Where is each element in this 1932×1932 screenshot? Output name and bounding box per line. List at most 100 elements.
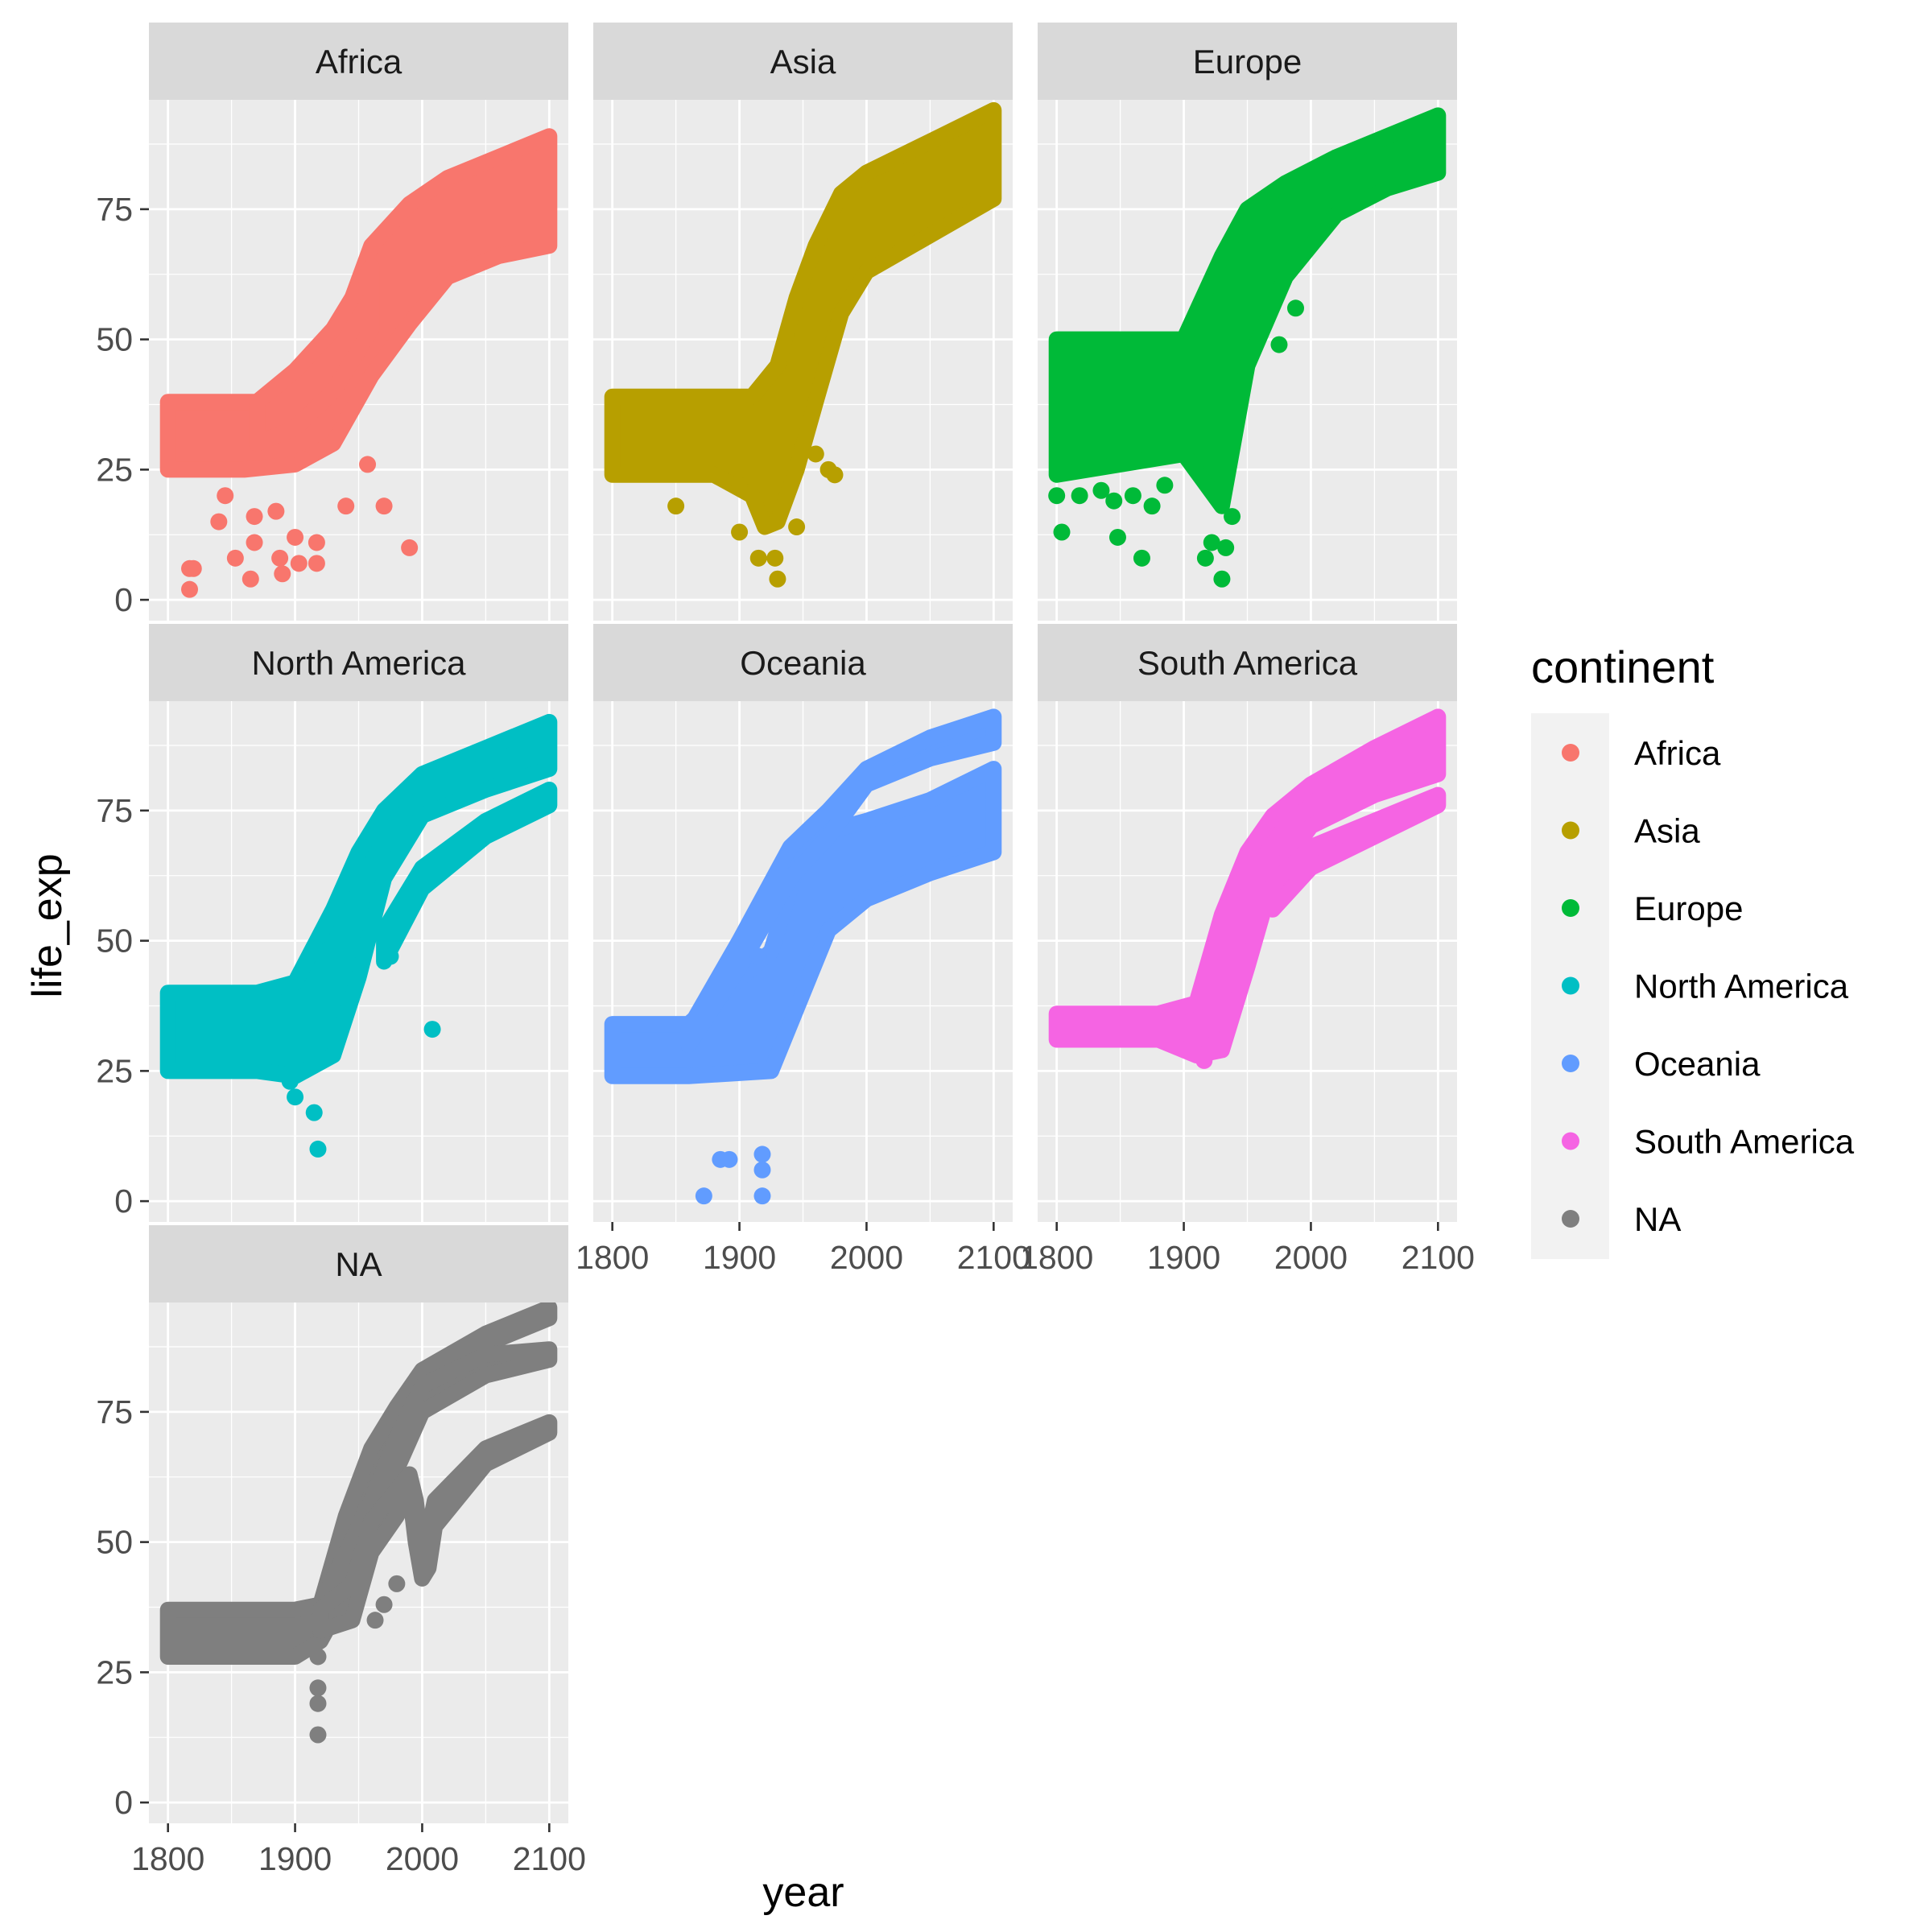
x-tick-label: 1800 — [131, 1840, 204, 1877]
facet-strip-label: NA — [335, 1245, 382, 1283]
data-layer — [159, 128, 558, 598]
facet-strip-label: Africa — [316, 43, 402, 80]
legend-label: NA — [1634, 1200, 1681, 1238]
data-point — [731, 523, 749, 541]
data-point — [375, 1596, 393, 1613]
legend-key-europe — [1562, 899, 1579, 917]
y-tick-label: 75 — [96, 1393, 133, 1430]
data-point — [1105, 492, 1123, 510]
x-tick-label: 1900 — [1147, 1239, 1220, 1276]
data-point — [766, 549, 784, 567]
data-point — [731, 477, 749, 494]
data-point — [826, 466, 844, 484]
facet-na: NA 0 25 50 75 1800 1900 2000 2100 — [96, 1225, 586, 1877]
data-point — [1133, 549, 1150, 567]
data-point — [309, 1695, 327, 1712]
data-point — [1156, 477, 1174, 494]
facet-strip-north-america — [149, 624, 568, 701]
facet-north-america: North America 0 25 50 75 — [96, 624, 568, 1222]
facet-strip-africa — [149, 23, 568, 100]
point-cloud — [376, 782, 558, 970]
data-point — [749, 549, 767, 567]
data-point — [401, 539, 419, 556]
data-point — [667, 497, 685, 515]
legend-items: Africa Asia Europe North America Oceania Sout… — [1562, 734, 1855, 1238]
data-point — [267, 502, 285, 520]
y-tick-label: 0 — [114, 1183, 133, 1220]
data-point — [769, 570, 786, 588]
y-tick-label: 50 — [96, 1524, 133, 1561]
legend-key-north-america — [1562, 976, 1579, 995]
data-point — [290, 555, 308, 572]
point-cloud — [312, 1414, 558, 1639]
data-point — [308, 534, 325, 551]
data-point — [423, 1021, 441, 1038]
data-point — [753, 1146, 771, 1163]
data-point — [1053, 523, 1071, 541]
data-point — [309, 1679, 327, 1697]
x-tick-label: 1800 — [1020, 1239, 1093, 1276]
legend: continent Africa Asia Europe North America O… — [1531, 642, 1855, 1259]
data-point — [309, 1648, 327, 1666]
data-point — [210, 513, 228, 530]
data-point — [246, 534, 263, 551]
data-layer — [604, 708, 1002, 1205]
data-point — [242, 570, 259, 588]
point-cloud — [1048, 708, 1447, 1063]
data-point — [1108, 528, 1126, 546]
data-point — [1048, 487, 1066, 505]
data-point — [695, 1187, 712, 1205]
data-point — [294, 450, 312, 468]
data-point — [375, 497, 393, 515]
legend-label: South America — [1634, 1123, 1855, 1161]
y-tick-label: 25 — [96, 1653, 133, 1690]
legend-key-asia — [1562, 821, 1579, 840]
facet-strip-asia — [593, 23, 1013, 100]
x-tick-label: 2100 — [957, 1239, 1030, 1276]
x-tick-label: 2000 — [1274, 1239, 1348, 1276]
x-tick-label: 2000 — [830, 1239, 903, 1276]
data-point — [274, 565, 291, 583]
x-tick-label: 1800 — [576, 1239, 649, 1276]
data-point — [1203, 534, 1220, 551]
data-point — [309, 1140, 327, 1158]
facet-asia: Asia — [593, 23, 1013, 621]
x-axis-title: year — [762, 1869, 844, 1916]
point-cloud — [1048, 107, 1447, 514]
data-point — [281, 1072, 299, 1090]
y-tick-label: 50 — [96, 923, 133, 960]
point-cloud — [1265, 786, 1447, 918]
facet-south-america: South America 1800 1900 2000 2100 — [1020, 624, 1475, 1276]
data-point — [309, 1726, 327, 1744]
facet-strip-label: South America — [1137, 644, 1358, 682]
data-layer — [159, 713, 558, 1158]
legend-key-africa — [1562, 744, 1579, 762]
x-tick-label: 2100 — [513, 1840, 586, 1877]
point-cloud — [604, 101, 1002, 535]
x-tick-label: 1900 — [258, 1840, 332, 1877]
data-point — [753, 1161, 771, 1179]
data-point — [1071, 487, 1088, 505]
y-tick-label: 75 — [96, 792, 133, 829]
data-point — [1092, 481, 1110, 499]
data-point — [271, 549, 289, 567]
data-point — [184, 559, 202, 577]
data-point — [217, 487, 234, 505]
legend-label: Asia — [1634, 812, 1700, 850]
y-tick-label: 0 — [114, 1784, 133, 1821]
data-point — [1143, 497, 1161, 515]
data-point — [366, 1612, 384, 1629]
legend-label: Africa — [1634, 734, 1721, 772]
facet-panels: Africa 0 25 50 75 Asia Europe North America 0 25 5… — [96, 23, 1475, 1877]
data-point — [312, 943, 329, 960]
x-tick-label: 2100 — [1402, 1239, 1475, 1276]
data-point — [226, 549, 244, 567]
facet-strip-na — [149, 1225, 568, 1302]
data-point — [308, 555, 325, 572]
legend-label: Europe — [1634, 890, 1743, 927]
data-point — [749, 947, 767, 965]
data-point — [337, 497, 355, 515]
data-point — [305, 1104, 323, 1121]
y-tick-label: 25 — [96, 1052, 133, 1089]
data-point — [788, 518, 806, 536]
